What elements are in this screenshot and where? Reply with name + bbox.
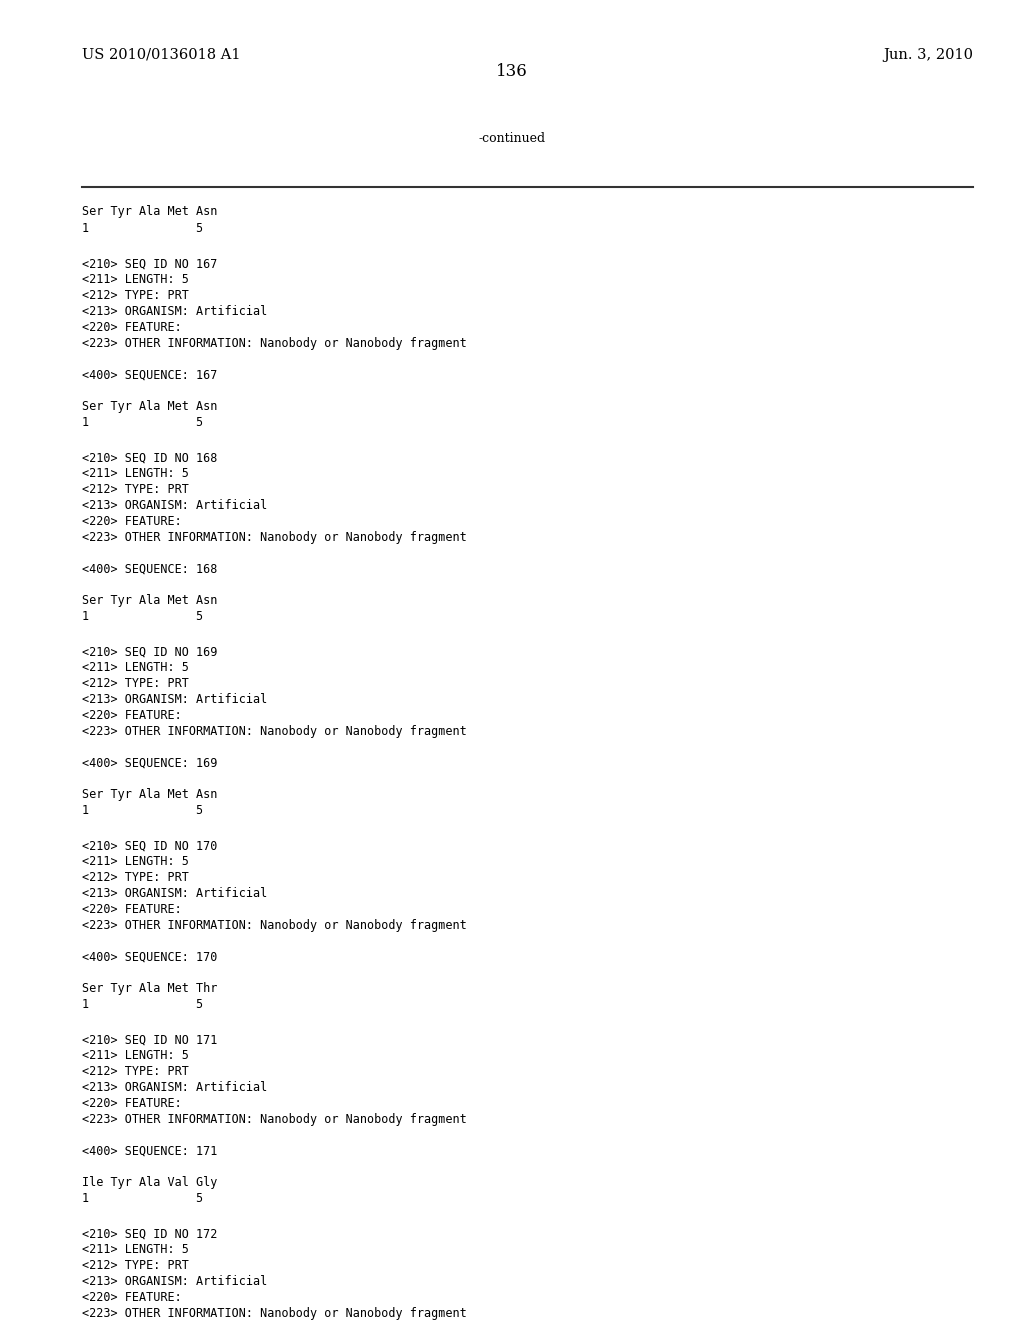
Text: <223> OTHER INFORMATION: Nanobody or Nanobody fragment: <223> OTHER INFORMATION: Nanobody or Nan… (82, 531, 467, 544)
Text: <212> TYPE: PRT: <212> TYPE: PRT (82, 1259, 188, 1272)
Text: <213> ORGANISM: Artificial: <213> ORGANISM: Artificial (82, 1081, 267, 1094)
Text: <223> OTHER INFORMATION: Nanobody or Nanobody fragment: <223> OTHER INFORMATION: Nanobody or Nan… (82, 1307, 467, 1320)
Text: <213> ORGANISM: Artificial: <213> ORGANISM: Artificial (82, 693, 267, 706)
Text: 136: 136 (496, 63, 528, 81)
Text: <213> ORGANISM: Artificial: <213> ORGANISM: Artificial (82, 305, 267, 318)
Text: <211> LENGTH: 5: <211> LENGTH: 5 (82, 1049, 188, 1063)
Text: US 2010/0136018 A1: US 2010/0136018 A1 (82, 48, 241, 62)
Text: <400> SEQUENCE: 167: <400> SEQUENCE: 167 (82, 368, 217, 381)
Text: Ser Tyr Ala Met Asn: Ser Tyr Ala Met Asn (82, 594, 217, 607)
Text: <210> SEQ ID NO 169: <210> SEQ ID NO 169 (82, 645, 217, 659)
Text: <211> LENGTH: 5: <211> LENGTH: 5 (82, 273, 188, 286)
Text: <220> FEATURE:: <220> FEATURE: (82, 515, 181, 528)
Text: <213> ORGANISM: Artificial: <213> ORGANISM: Artificial (82, 499, 267, 512)
Text: <220> FEATURE:: <220> FEATURE: (82, 709, 181, 722)
Text: <210> SEQ ID NO 167: <210> SEQ ID NO 167 (82, 257, 217, 271)
Text: <212> TYPE: PRT: <212> TYPE: PRT (82, 483, 188, 496)
Text: <400> SEQUENCE: 168: <400> SEQUENCE: 168 (82, 562, 217, 576)
Text: Ser Tyr Ala Met Asn: Ser Tyr Ala Met Asn (82, 205, 217, 218)
Text: <220> FEATURE:: <220> FEATURE: (82, 321, 181, 334)
Text: <223> OTHER INFORMATION: Nanobody or Nanobody fragment: <223> OTHER INFORMATION: Nanobody or Nan… (82, 919, 467, 932)
Text: Jun. 3, 2010: Jun. 3, 2010 (883, 48, 973, 62)
Text: 1               5: 1 5 (82, 610, 203, 623)
Text: <400> SEQUENCE: 171: <400> SEQUENCE: 171 (82, 1144, 217, 1158)
Text: <220> FEATURE:: <220> FEATURE: (82, 903, 181, 916)
Text: Ser Tyr Ala Met Asn: Ser Tyr Ala Met Asn (82, 400, 217, 413)
Text: Ser Tyr Ala Met Thr: Ser Tyr Ala Met Thr (82, 982, 217, 995)
Text: <213> ORGANISM: Artificial: <213> ORGANISM: Artificial (82, 887, 267, 900)
Text: <211> LENGTH: 5: <211> LENGTH: 5 (82, 1243, 188, 1257)
Text: <212> TYPE: PRT: <212> TYPE: PRT (82, 871, 188, 884)
Text: <210> SEQ ID NO 172: <210> SEQ ID NO 172 (82, 1228, 217, 1241)
Text: 1               5: 1 5 (82, 804, 203, 817)
Text: <212> TYPE: PRT: <212> TYPE: PRT (82, 677, 188, 690)
Text: 1               5: 1 5 (82, 416, 203, 429)
Text: <211> LENGTH: 5: <211> LENGTH: 5 (82, 855, 188, 869)
Text: 1               5: 1 5 (82, 222, 203, 235)
Text: <223> OTHER INFORMATION: Nanobody or Nanobody fragment: <223> OTHER INFORMATION: Nanobody or Nan… (82, 337, 467, 350)
Text: <223> OTHER INFORMATION: Nanobody or Nanobody fragment: <223> OTHER INFORMATION: Nanobody or Nan… (82, 1113, 467, 1126)
Text: <210> SEQ ID NO 171: <210> SEQ ID NO 171 (82, 1034, 217, 1047)
Text: 1               5: 1 5 (82, 1192, 203, 1205)
Text: <212> TYPE: PRT: <212> TYPE: PRT (82, 1065, 188, 1078)
Text: <210> SEQ ID NO 168: <210> SEQ ID NO 168 (82, 451, 217, 465)
Text: <220> FEATURE:: <220> FEATURE: (82, 1097, 181, 1110)
Text: <220> FEATURE:: <220> FEATURE: (82, 1291, 181, 1304)
Text: <211> LENGTH: 5: <211> LENGTH: 5 (82, 467, 188, 480)
Text: <223> OTHER INFORMATION: Nanobody or Nanobody fragment: <223> OTHER INFORMATION: Nanobody or Nan… (82, 725, 467, 738)
Text: -continued: -continued (478, 132, 546, 145)
Text: <210> SEQ ID NO 170: <210> SEQ ID NO 170 (82, 840, 217, 853)
Text: 1               5: 1 5 (82, 998, 203, 1011)
Text: <400> SEQUENCE: 169: <400> SEQUENCE: 169 (82, 756, 217, 770)
Text: <400> SEQUENCE: 170: <400> SEQUENCE: 170 (82, 950, 217, 964)
Text: Ser Tyr Ala Met Asn: Ser Tyr Ala Met Asn (82, 788, 217, 801)
Text: <213> ORGANISM: Artificial: <213> ORGANISM: Artificial (82, 1275, 267, 1288)
Text: Ile Tyr Ala Val Gly: Ile Tyr Ala Val Gly (82, 1176, 217, 1189)
Text: <211> LENGTH: 5: <211> LENGTH: 5 (82, 661, 188, 675)
Text: <212> TYPE: PRT: <212> TYPE: PRT (82, 289, 188, 302)
